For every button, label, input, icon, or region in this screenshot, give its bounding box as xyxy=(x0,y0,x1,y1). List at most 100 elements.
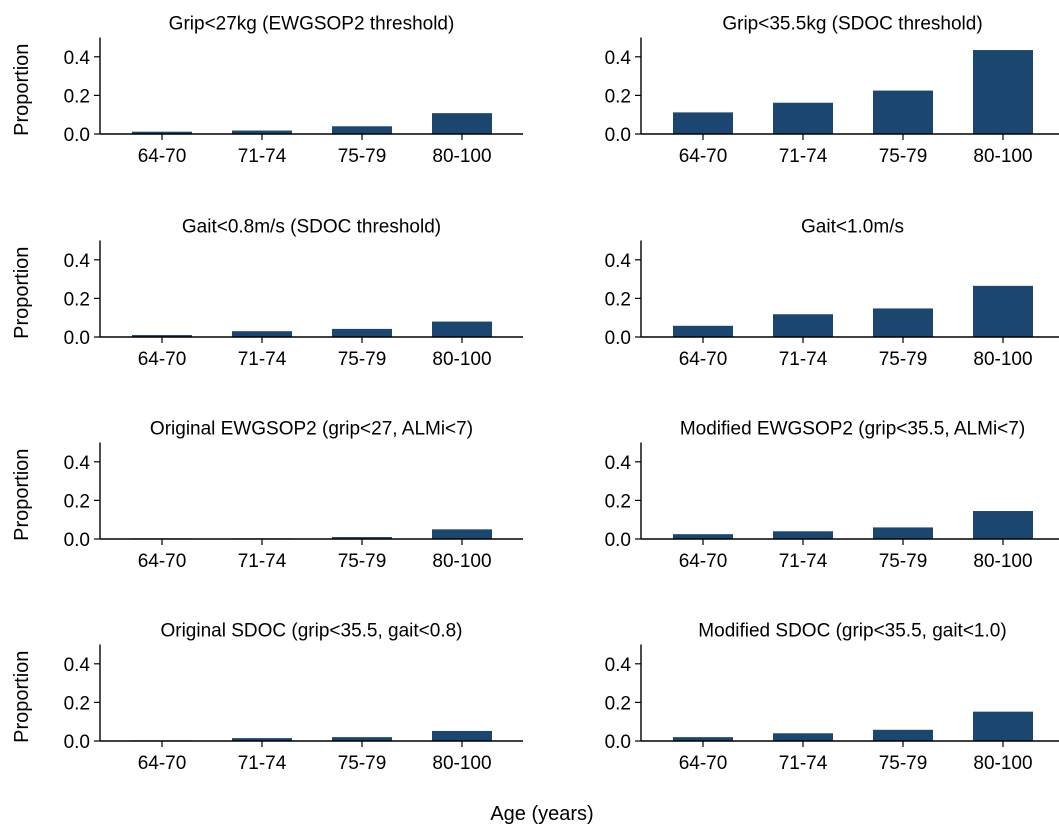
x-tick-label: 71-74 xyxy=(779,146,828,167)
y-tick-label: 0.0 xyxy=(605,732,631,753)
x-tick-label: 80-100 xyxy=(432,146,491,167)
x-tick-label: 71-74 xyxy=(238,349,287,370)
bar-71-74 xyxy=(773,531,833,539)
panel-title: Grip<27kg (EWGSOP2 threshold) xyxy=(169,14,455,35)
bar-80-100 xyxy=(973,511,1033,539)
x-tick-label: 80-100 xyxy=(973,146,1032,167)
y-tick-label: 0.0 xyxy=(605,530,631,551)
x-tick-label: 71-74 xyxy=(779,551,828,572)
y-tick-label: 0.4 xyxy=(605,251,632,272)
panel-title: Modified EWGSOP2 (grip<35.5, ALMi<7) xyxy=(680,419,1025,440)
panel-4: Gait<1.0m/s 0.0 0.2 0.4 64-70 71-74 75-79 80-10… xyxy=(605,217,1059,370)
x-tick-label: 80-100 xyxy=(973,551,1032,572)
x-tick-label: 64-70 xyxy=(679,753,728,774)
panel-title: Grip<35.5kg (SDOC threshold) xyxy=(722,14,982,35)
x-tick-label: 64-70 xyxy=(138,349,187,370)
panel-title: Modified SDOC (grip<35.5, gait<1.0) xyxy=(698,621,1006,642)
panel-title: Original SDOC (grip<35.5, gait<0.8) xyxy=(160,621,462,642)
y-tick-label: 0.2 xyxy=(605,693,631,714)
y-tick-label: 0.2 xyxy=(64,289,90,310)
bar-80-100 xyxy=(432,730,492,741)
x-tick-label: 71-74 xyxy=(779,753,828,774)
bar-80-100 xyxy=(973,711,1033,741)
y-tick-label: 0.0 xyxy=(64,530,90,551)
panel-2: Grip<35.5kg (SDOC threshold) 0.0 0.2 0.4 64-… xyxy=(605,14,1059,167)
bar-75-79 xyxy=(332,737,392,741)
y-axis-label: Proportion xyxy=(11,44,33,136)
x-tick-label: 75-79 xyxy=(338,551,387,572)
bar-75-79 xyxy=(873,527,933,539)
y-tick-label: 0.4 xyxy=(64,655,91,676)
x-tick-label: 75-79 xyxy=(879,349,928,370)
figure-x-axis-label: Age (years) xyxy=(490,803,593,825)
y-tick-label: 0.4 xyxy=(605,453,632,474)
x-tick-label: 64-70 xyxy=(138,551,187,572)
bar-75-79 xyxy=(332,126,392,134)
y-tick-label: 0.4 xyxy=(605,48,632,69)
panel-6: Modified EWGSOP2 (grip<35.5, ALMi<7) 0.0 0… xyxy=(605,419,1059,572)
x-tick-label: 80-100 xyxy=(432,349,491,370)
panel-5: Original EWGSOP2 (grip<27, ALMi<7) Propor… xyxy=(11,419,523,572)
y-tick-label: 0.4 xyxy=(64,453,91,474)
panel-title: Original EWGSOP2 (grip<27, ALMi<7) xyxy=(150,419,473,440)
x-tick-label: 64-70 xyxy=(679,349,728,370)
panel-3: Gait<0.8m/s (SDOC threshold) Proportion 0.… xyxy=(11,217,523,370)
x-tick-label: 80-100 xyxy=(973,753,1032,774)
y-tick-label: 0.0 xyxy=(605,125,631,146)
y-tick-label: 0.2 xyxy=(605,289,631,310)
bar-64-70 xyxy=(673,112,733,134)
panels: Grip<27kg (EWGSOP2 threshold) Proportion 0… xyxy=(11,14,1059,774)
y-tick-label: 0.4 xyxy=(64,251,91,272)
bar-75-79 xyxy=(873,729,933,741)
bar-80-100 xyxy=(973,285,1033,337)
panel-7: Original SDOC (grip<35.5, gait<0.8) Propo… xyxy=(11,621,523,774)
x-tick-label: 80-100 xyxy=(432,551,491,572)
bar-71-74 xyxy=(773,314,833,337)
bar-75-79 xyxy=(873,90,933,134)
y-axis-label: Proportion xyxy=(11,449,33,541)
y-axis-label: Proportion xyxy=(11,651,33,743)
x-tick-label: 75-79 xyxy=(879,753,928,774)
panel-title: Gait<0.8m/s (SDOC threshold) xyxy=(182,217,441,238)
x-tick-label: 71-74 xyxy=(779,349,828,370)
bar-80-100 xyxy=(432,113,492,134)
x-tick-label: 64-70 xyxy=(679,551,728,572)
bar-75-79 xyxy=(332,537,392,539)
y-tick-label: 0.0 xyxy=(64,328,90,349)
x-tick-label: 80-100 xyxy=(432,753,491,774)
y-tick-label: 0.0 xyxy=(605,328,631,349)
bar-64-70 xyxy=(673,325,733,337)
y-tick-label: 0.4 xyxy=(605,655,632,676)
x-tick-label: 71-74 xyxy=(238,551,287,572)
bar-80-100 xyxy=(432,321,492,337)
bar-75-79 xyxy=(332,328,392,337)
x-tick-label: 64-70 xyxy=(138,146,187,167)
y-tick-label: 0.2 xyxy=(64,86,90,107)
x-tick-label: 75-79 xyxy=(879,551,928,572)
bar-64-70 xyxy=(132,131,192,134)
y-tick-label: 0.2 xyxy=(605,86,631,107)
y-tick-label: 0.2 xyxy=(605,491,631,512)
x-tick-label: 64-70 xyxy=(138,753,187,774)
bar-80-100 xyxy=(973,50,1033,134)
x-tick-label: 64-70 xyxy=(679,146,728,167)
y-tick-label: 0.2 xyxy=(64,693,90,714)
bar-71-74 xyxy=(232,331,292,337)
x-tick-label: 80-100 xyxy=(973,349,1032,370)
x-tick-label: 75-79 xyxy=(879,146,928,167)
bar-64-70 xyxy=(673,737,733,741)
bar-75-79 xyxy=(873,308,933,337)
y-tick-label: 0.0 xyxy=(64,732,90,753)
panel-1: Grip<27kg (EWGSOP2 threshold) Proportion 0… xyxy=(11,14,523,167)
x-tick-label: 75-79 xyxy=(338,349,387,370)
y-tick-label: 0.4 xyxy=(64,48,91,69)
x-tick-label: 71-74 xyxy=(238,753,287,774)
bar-64-70 xyxy=(673,534,733,539)
x-tick-label: 71-74 xyxy=(238,146,287,167)
x-tick-label: 75-79 xyxy=(338,753,387,774)
panel-8: Modified SDOC (grip<35.5, gait<1.0) 0.0 0.… xyxy=(605,621,1059,774)
y-tick-label: 0.0 xyxy=(64,125,90,146)
bar-80-100 xyxy=(432,529,492,539)
